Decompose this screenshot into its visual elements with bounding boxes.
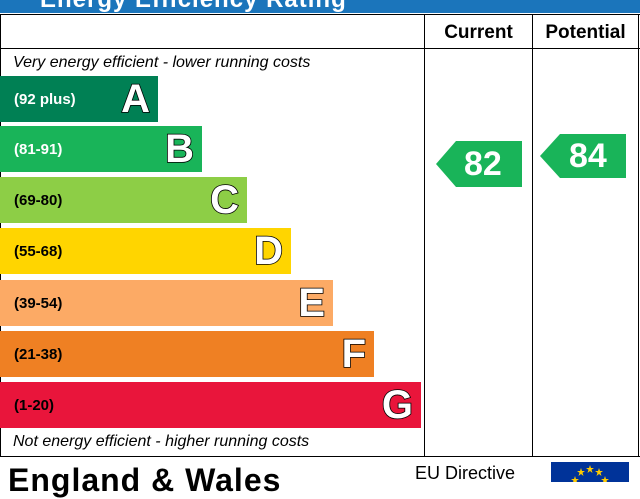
potential-rating-value: 84 (569, 136, 607, 175)
rating-band-a: (92 plus) A (0, 76, 158, 122)
potential-rating-arrow: 84 (540, 134, 626, 178)
band-letter: B (164, 126, 194, 172)
rating-band-f: (21-38) F (0, 331, 374, 377)
frame-right-line (638, 14, 639, 457)
header-bottom-line (0, 48, 640, 49)
current-col-left-line (424, 14, 425, 457)
eu-flag-icon (551, 462, 629, 482)
band-letter: E (298, 280, 326, 326)
band-range-label: (55-68) (14, 242, 63, 260)
band-letter: F (341, 331, 367, 377)
band-range-label: (69-80) (14, 191, 63, 209)
current-arrow-shape (436, 141, 522, 187)
title-banner: Energy Efficiency Rating (0, 0, 640, 13)
eu-stars-icon (571, 465, 609, 482)
region-label: England & Wales (8, 462, 282, 498)
frame-top-line (0, 14, 640, 15)
rating-band-g: (1-20) G (0, 382, 421, 428)
band-letter: G (381, 382, 414, 428)
band-letter: A (120, 76, 150, 122)
potential-arrow-shape (540, 134, 626, 178)
frame-bottom-line (0, 456, 640, 457)
band-range-label: (21-38) (14, 345, 63, 363)
potential-col-left-line (532, 14, 533, 457)
potential-column-header: Potential (545, 22, 626, 43)
rating-band-b: (81-91) B (0, 126, 202, 172)
band-letter: D (253, 228, 283, 274)
band-range-label: (39-54) (14, 294, 63, 312)
rating-band-c: (69-80) C (0, 177, 247, 223)
band-range-label: (81-91) (14, 140, 63, 158)
rating-band-d: (55-68) D (0, 228, 291, 274)
band-range-label: (92 plus) (14, 90, 76, 108)
current-column-header: Current (444, 22, 513, 43)
rating-band-e: (39-54) E (0, 280, 333, 326)
efficient-note: Very energy efficient - lower running co… (13, 54, 311, 71)
current-rating-value: 82 (464, 144, 502, 183)
chart-title: Energy Efficiency Rating (40, 0, 347, 13)
band-letter: C (209, 177, 239, 223)
current-rating-arrow: 82 (436, 141, 522, 187)
band-range-label: (1-20) (14, 396, 55, 414)
inefficient-note: Not energy efficient - higher running co… (13, 433, 310, 450)
eu-directive-label: EU Directive (415, 463, 516, 483)
